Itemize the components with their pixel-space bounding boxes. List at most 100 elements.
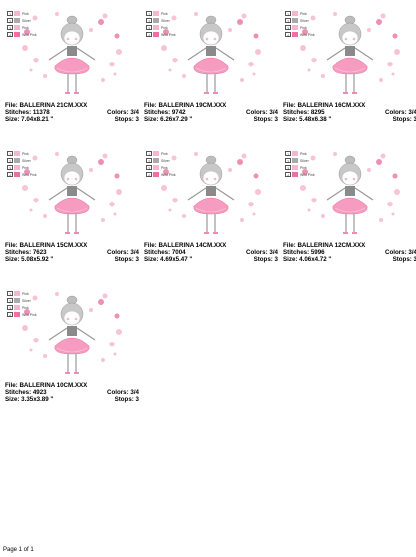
art-shape xyxy=(163,159,259,179)
legend-name: Pink xyxy=(22,151,29,156)
art-shape xyxy=(54,57,90,75)
legend-row: 2 Silver xyxy=(7,297,37,304)
art-shape xyxy=(55,152,59,156)
design-card: 1 Pink 2 Silver 3 Pink 4 Wild Pink File: BALLERI… xyxy=(5,288,139,416)
art-shape xyxy=(63,310,81,326)
art-shape xyxy=(32,15,38,21)
stops: Stops: 3 xyxy=(114,256,139,263)
stitches: Stitches: 8295 xyxy=(283,109,325,116)
legend-name: Wild Pink xyxy=(22,172,37,177)
art-shape xyxy=(109,342,115,347)
legend-number: 1 xyxy=(285,11,291,17)
legend-swatch xyxy=(292,11,298,16)
design-info: File: BALLERINA 12CM.XXX Stitches: 5996 Co… xyxy=(283,242,416,263)
info-row: Size: 6.26x7.29 " Stops: 3 xyxy=(144,116,278,123)
art-shape xyxy=(228,28,232,32)
legend-number: 3 xyxy=(146,165,152,171)
design-info: File: BALLERINA 15CM.XXX Stitches: 7623 Co… xyxy=(5,242,139,263)
design-info: File: BALLERINA 10CM.XXX Stitches: 4923 Co… xyxy=(5,382,139,403)
art-shape xyxy=(22,185,28,191)
art-shape xyxy=(33,198,39,203)
ballerina-art xyxy=(22,12,122,94)
size: Size: 7.04x8.21 " xyxy=(5,116,54,123)
file-name: File: BALLERINA 10CM.XXX xyxy=(5,382,88,389)
art-shape xyxy=(24,29,30,35)
legend-swatch xyxy=(292,165,298,170)
art-shape xyxy=(300,12,400,82)
art-shape xyxy=(387,202,393,207)
art-shape xyxy=(326,47,374,61)
legend-name: Wild Pink xyxy=(161,172,176,177)
art-shape xyxy=(172,58,178,63)
legend-row: 4 Wild Pink xyxy=(7,31,37,38)
art-shape xyxy=(344,15,356,25)
legend-swatch xyxy=(14,305,20,310)
art-shape xyxy=(102,293,108,299)
art-shape xyxy=(101,78,105,82)
art-shape xyxy=(29,208,33,212)
stops: Stops: 3 xyxy=(253,116,278,123)
legend-name: Pink xyxy=(300,165,307,170)
design-card: 1 Pink 2 Silver 3 Pink 4 Wild Pink File: BALLERI… xyxy=(5,148,139,276)
colors: Colors: 3/4 xyxy=(246,249,278,256)
art-shape xyxy=(161,152,261,222)
art-shape xyxy=(98,19,104,25)
art-shape xyxy=(205,15,217,25)
legend-name: Pink xyxy=(300,151,307,156)
art-shape xyxy=(24,169,30,175)
art-shape xyxy=(344,177,348,181)
art-shape xyxy=(194,152,198,156)
color-legend: 1 Pink 2 Silver 3 Pink 4 Wild Pink xyxy=(7,290,37,318)
art-shape xyxy=(300,185,306,191)
art-shape xyxy=(101,358,105,362)
art-shape xyxy=(307,208,311,212)
legend-name: Pink xyxy=(161,165,168,170)
legend-row: 4 Wild Pink xyxy=(7,171,37,178)
legend-name: Pink xyxy=(22,165,29,170)
art-shape xyxy=(253,33,259,39)
art-shape xyxy=(66,317,70,321)
art-shape xyxy=(334,207,366,213)
legend-number: 4 xyxy=(146,172,152,178)
art-shape xyxy=(66,295,78,305)
art-shape xyxy=(195,207,227,213)
legend-name: Pink xyxy=(22,305,29,310)
art-shape xyxy=(380,13,386,19)
art-shape xyxy=(300,45,306,51)
legend-row: 4 Wild Pink xyxy=(285,31,315,38)
legend-name: Wild Pink xyxy=(22,312,37,317)
art-shape xyxy=(182,214,186,218)
art-shape xyxy=(302,169,308,175)
art-shape xyxy=(74,37,78,41)
legend-number: 1 xyxy=(285,151,291,157)
art-shape xyxy=(228,168,232,172)
legend-number: 4 xyxy=(7,32,13,38)
art-shape xyxy=(311,58,317,63)
legend-name: Silver xyxy=(300,158,309,163)
art-shape xyxy=(161,45,167,51)
legend-name: Wild Pink xyxy=(161,32,176,37)
legend-number: 2 xyxy=(285,158,291,164)
info-row: Size: 4.69x5.47 " Stops: 3 xyxy=(144,256,278,263)
legend-swatch xyxy=(14,151,20,156)
art-shape xyxy=(29,68,33,72)
legend-swatch xyxy=(14,25,20,30)
legend-row: 3 Pink xyxy=(146,24,176,31)
art-shape xyxy=(252,212,256,216)
legend-name: Pink xyxy=(22,291,29,296)
art-shape xyxy=(22,325,28,331)
colors: Colors: 3/4 xyxy=(385,249,416,256)
legend-row: 4 Wild Pink xyxy=(7,311,37,318)
art-shape xyxy=(101,218,105,222)
legend-number: 2 xyxy=(7,298,13,304)
art-shape xyxy=(55,292,59,296)
art-shape xyxy=(163,19,259,39)
colors: Colors: 3/4 xyxy=(385,109,416,116)
art-shape xyxy=(24,299,120,319)
legend-name: Silver xyxy=(22,158,31,163)
art-shape xyxy=(341,30,359,46)
legend-name: Silver xyxy=(161,158,170,163)
art-shape xyxy=(255,49,261,55)
art-shape xyxy=(255,189,261,195)
